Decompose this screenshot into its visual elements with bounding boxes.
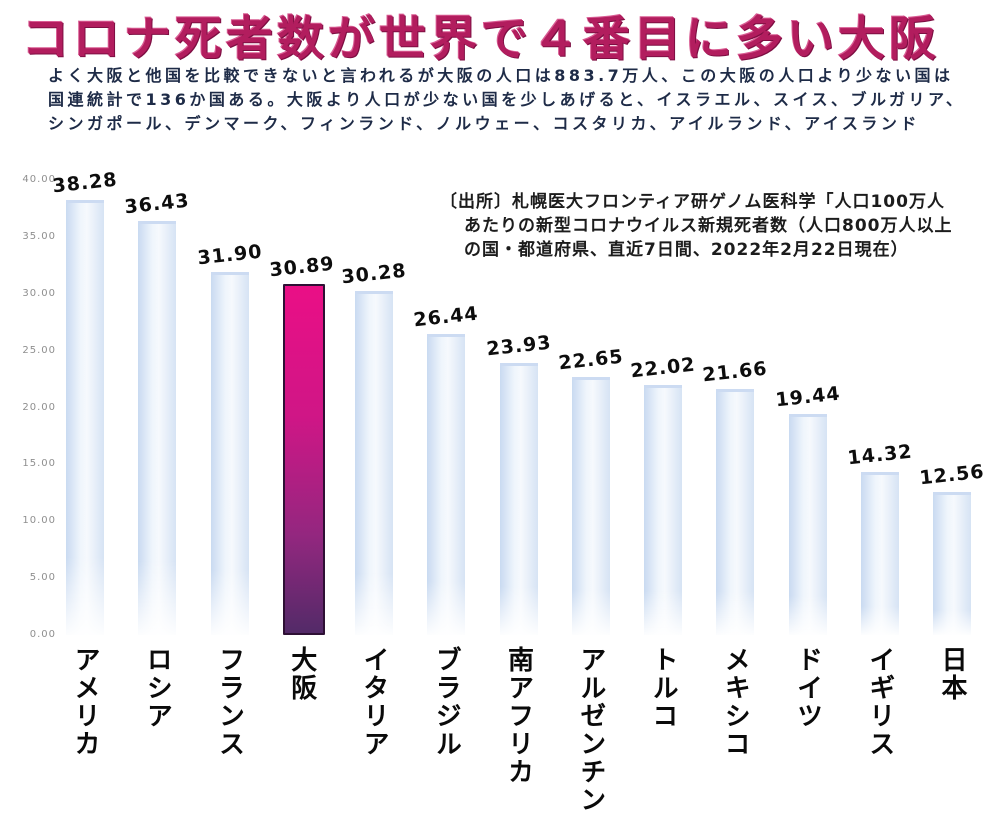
y-axis-tick: 25.00	[22, 344, 56, 356]
bar-value-label: 19.44	[773, 382, 842, 412]
category-label: ロシア	[142, 646, 173, 730]
bar-value-label: 36.43	[123, 189, 191, 218]
bar	[860, 472, 899, 635]
page-title: コロナ死者数が世界で４番目に多い大阪	[22, 12, 940, 67]
y-axis-tick: 20.00	[22, 401, 56, 413]
bar-highlight-osaka	[282, 283, 325, 635]
bar-value-label: 12.56	[918, 460, 986, 490]
bar-value-label: 38.28	[51, 168, 119, 197]
bar	[210, 272, 249, 635]
category-label: イタリア	[359, 646, 389, 758]
subtitle-line: よく大阪と他国を比較できないと言われるが大阪の人口は883.7万人、この大阪の人…	[48, 66, 954, 85]
subtitle-line: シンガポール、デンマーク、フィンランド、ノルウェー、コスタリカ、アイルランド、ア…	[48, 114, 920, 133]
subtitle-line: 国連統計で136か国ある。大阪より人口が少ない国を少しあげると、イスラエル、スイ…	[48, 90, 966, 109]
bar	[571, 377, 610, 635]
bar	[66, 199, 104, 635]
category-label: 南アフリカ	[503, 646, 534, 786]
category-label: 大阪	[286, 646, 317, 702]
bar	[933, 492, 971, 635]
category-label: アメリカ	[70, 646, 100, 758]
bar	[644, 384, 682, 635]
category-label: ブラジル	[431, 646, 462, 758]
bar	[499, 362, 538, 635]
y-axis-tick: 15.00	[22, 458, 56, 470]
y-axis-tick: 0.00	[29, 629, 56, 640]
bar	[788, 413, 827, 635]
y-axis-tick: 35.00	[22, 230, 56, 242]
source-line: あたりの新型コロナウイルス新規死者数（人口800万人以上	[464, 216, 953, 236]
bar	[138, 220, 177, 635]
category-label: 日本	[937, 646, 967, 702]
source-line: 〔出所〕札幌医大フロンティア研ゲノム医科学「人口100万人	[440, 192, 945, 212]
category-label: イギリス	[864, 646, 895, 758]
category-label: アルゼンチン	[575, 646, 606, 814]
bar	[427, 334, 466, 635]
category-label: トルコ	[648, 646, 678, 730]
y-axis-tick: 30.00	[22, 287, 56, 299]
bar	[355, 290, 393, 635]
category-label: メキシコ	[720, 646, 751, 758]
bar-value-label: 14.32	[846, 440, 914, 470]
source-line: の国・都道府県、直近7日間、2022年2月22日現在）	[464, 240, 909, 260]
y-axis-tick: 40.00	[22, 174, 56, 185]
y-axis-tick: 10.00	[22, 515, 56, 527]
bar	[716, 388, 755, 635]
category-label: ドイツ	[792, 646, 823, 730]
source-note: 〔出所〕札幌医大フロンティア研ゲノム医科学「人口100万人 あたりの新型コロナウ…	[440, 190, 995, 262]
subtitle-block: よく大阪と他国を比較できないと言われるが大阪の人口は883.7万人、この大阪の人…	[48, 64, 988, 136]
y-axis-tick: 5.00	[29, 572, 56, 584]
category-label: フランス	[214, 646, 245, 758]
bar-value-label: 26.44	[412, 302, 480, 332]
